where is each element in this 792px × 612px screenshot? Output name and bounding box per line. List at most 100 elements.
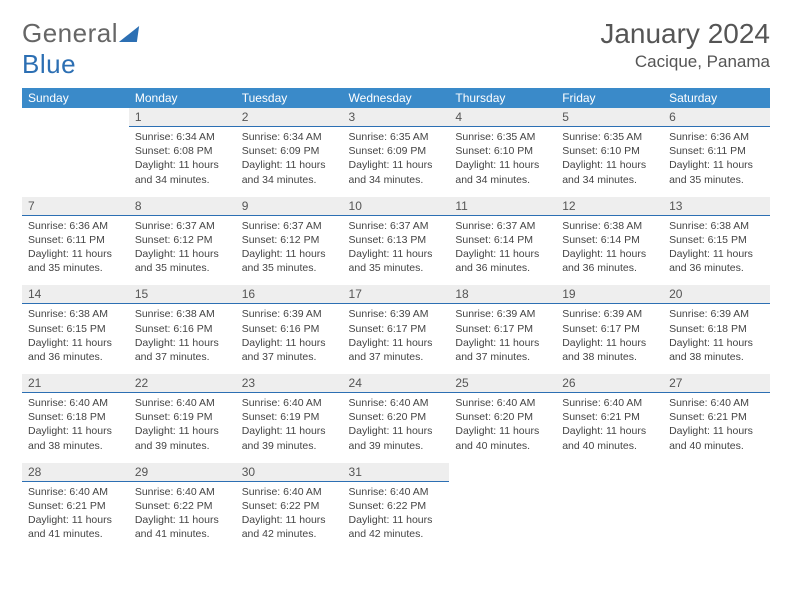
daylight-line: Daylight: 11 hours and 40 minutes. xyxy=(455,424,550,452)
calendar-week-row: 28Sunrise: 6:40 AMSunset: 6:21 PMDayligh… xyxy=(22,463,770,552)
calendar-day-cell: 28Sunrise: 6:40 AMSunset: 6:21 PMDayligh… xyxy=(22,463,129,552)
brand-part2: Blue xyxy=(22,49,76,79)
daylight-line: Daylight: 11 hours and 38 minutes. xyxy=(669,336,764,364)
daylight-line: Daylight: 11 hours and 35 minutes. xyxy=(135,247,230,275)
day-info: Sunrise: 6:34 AMSunset: 6:09 PMDaylight:… xyxy=(236,127,343,197)
weekday-header: Saturday xyxy=(663,88,770,108)
sunrise-line: Sunrise: 6:34 AM xyxy=(135,130,230,144)
sunrise-line: Sunrise: 6:39 AM xyxy=(669,307,764,321)
calendar-day-cell: 18Sunrise: 6:39 AMSunset: 6:17 PMDayligh… xyxy=(449,285,556,374)
calendar-day-cell: 15Sunrise: 6:38 AMSunset: 6:16 PMDayligh… xyxy=(129,285,236,374)
sunrise-line: Sunrise: 6:38 AM xyxy=(669,219,764,233)
sunset-line: Sunset: 6:11 PM xyxy=(28,233,123,247)
title-block: January 2024 Cacique, Panama xyxy=(600,18,770,72)
day-number: 23 xyxy=(236,374,343,393)
sunrise-line: Sunrise: 6:37 AM xyxy=(242,219,337,233)
page-title: January 2024 xyxy=(600,18,770,50)
sunset-line: Sunset: 6:10 PM xyxy=(455,144,550,158)
sunset-line: Sunset: 6:22 PM xyxy=(349,499,444,513)
daylight-line: Daylight: 11 hours and 34 minutes. xyxy=(349,158,444,186)
sunset-line: Sunset: 6:20 PM xyxy=(349,410,444,424)
sunrise-line: Sunrise: 6:40 AM xyxy=(242,485,337,499)
daylight-line: Daylight: 11 hours and 38 minutes. xyxy=(28,424,123,452)
sunrise-line: Sunrise: 6:40 AM xyxy=(349,485,444,499)
daylight-line: Daylight: 11 hours and 40 minutes. xyxy=(669,424,764,452)
sunset-line: Sunset: 6:09 PM xyxy=(349,144,444,158)
day-number: 17 xyxy=(343,285,450,304)
day-number: 5 xyxy=(556,108,663,127)
day-number: 8 xyxy=(129,197,236,216)
sunset-line: Sunset: 6:12 PM xyxy=(135,233,230,247)
calendar-day-cell: 21Sunrise: 6:40 AMSunset: 6:18 PMDayligh… xyxy=(22,374,129,463)
weekday-header: Tuesday xyxy=(236,88,343,108)
day-number: 2 xyxy=(236,108,343,127)
day-info: Sunrise: 6:40 AMSunset: 6:22 PMDaylight:… xyxy=(129,482,236,552)
sunset-line: Sunset: 6:13 PM xyxy=(349,233,444,247)
brand-text: General Blue xyxy=(22,18,138,80)
day-number: 3 xyxy=(343,108,450,127)
calendar-day-cell: 10Sunrise: 6:37 AMSunset: 6:13 PMDayligh… xyxy=(343,197,450,286)
day-number: 11 xyxy=(449,197,556,216)
sunrise-line: Sunrise: 6:40 AM xyxy=(28,485,123,499)
calendar-body: .1Sunrise: 6:34 AMSunset: 6:08 PMDayligh… xyxy=(22,108,770,551)
calendar-week-row: .1Sunrise: 6:34 AMSunset: 6:08 PMDayligh… xyxy=(22,108,770,197)
day-number: 4 xyxy=(449,108,556,127)
sunrise-line: Sunrise: 6:39 AM xyxy=(562,307,657,321)
day-info: Sunrise: 6:40 AMSunset: 6:21 PMDaylight:… xyxy=(22,482,129,552)
day-info: Sunrise: 6:36 AMSunset: 6:11 PMDaylight:… xyxy=(22,216,129,286)
sunrise-line: Sunrise: 6:37 AM xyxy=(135,219,230,233)
day-info: Sunrise: 6:39 AMSunset: 6:18 PMDaylight:… xyxy=(663,304,770,374)
daylight-line: Daylight: 11 hours and 37 minutes. xyxy=(242,336,337,364)
sunset-line: Sunset: 6:08 PM xyxy=(135,144,230,158)
day-info: Sunrise: 6:38 AMSunset: 6:15 PMDaylight:… xyxy=(22,304,129,374)
sunset-line: Sunset: 6:14 PM xyxy=(455,233,550,247)
calendar-day-cell: 5Sunrise: 6:35 AMSunset: 6:10 PMDaylight… xyxy=(556,108,663,197)
day-number: 20 xyxy=(663,285,770,304)
daylight-line: Daylight: 11 hours and 39 minutes. xyxy=(135,424,230,452)
daylight-line: Daylight: 11 hours and 41 minutes. xyxy=(28,513,123,541)
weekday-header: Thursday xyxy=(449,88,556,108)
sunset-line: Sunset: 6:21 PM xyxy=(562,410,657,424)
day-number: 6 xyxy=(663,108,770,127)
day-number: 13 xyxy=(663,197,770,216)
calendar-day-cell: . xyxy=(556,463,663,552)
day-number: 29 xyxy=(129,463,236,482)
day-info: Sunrise: 6:37 AMSunset: 6:13 PMDaylight:… xyxy=(343,216,450,286)
brand-triangle-icon xyxy=(119,26,139,42)
daylight-line: Daylight: 11 hours and 35 minutes. xyxy=(669,158,764,186)
calendar-day-cell: 9Sunrise: 6:37 AMSunset: 6:12 PMDaylight… xyxy=(236,197,343,286)
day-info: Sunrise: 6:40 AMSunset: 6:21 PMDaylight:… xyxy=(663,393,770,463)
day-info: Sunrise: 6:40 AMSunset: 6:22 PMDaylight:… xyxy=(343,482,450,552)
day-info: Sunrise: 6:40 AMSunset: 6:21 PMDaylight:… xyxy=(556,393,663,463)
brand-part1: General xyxy=(22,18,118,48)
calendar-day-cell: 3Sunrise: 6:35 AMSunset: 6:09 PMDaylight… xyxy=(343,108,450,197)
daylight-line: Daylight: 11 hours and 39 minutes. xyxy=(349,424,444,452)
calendar-day-cell: 16Sunrise: 6:39 AMSunset: 6:16 PMDayligh… xyxy=(236,285,343,374)
location-label: Cacique, Panama xyxy=(600,52,770,72)
sunrise-line: Sunrise: 6:37 AM xyxy=(455,219,550,233)
day-number: 18 xyxy=(449,285,556,304)
sunset-line: Sunset: 6:15 PM xyxy=(28,322,123,336)
sunset-line: Sunset: 6:21 PM xyxy=(28,499,123,513)
day-info: Sunrise: 6:38 AMSunset: 6:16 PMDaylight:… xyxy=(129,304,236,374)
weekday-row: SundayMondayTuesdayWednesdayThursdayFrid… xyxy=(22,88,770,108)
calendar-week-row: 7Sunrise: 6:36 AMSunset: 6:11 PMDaylight… xyxy=(22,197,770,286)
sunset-line: Sunset: 6:16 PM xyxy=(135,322,230,336)
day-number: 25 xyxy=(449,374,556,393)
weekday-header: Friday xyxy=(556,88,663,108)
calendar-day-cell: 30Sunrise: 6:40 AMSunset: 6:22 PMDayligh… xyxy=(236,463,343,552)
daylight-line: Daylight: 11 hours and 41 minutes. xyxy=(135,513,230,541)
sunrise-line: Sunrise: 6:35 AM xyxy=(455,130,550,144)
sunset-line: Sunset: 6:17 PM xyxy=(349,322,444,336)
sunrise-line: Sunrise: 6:40 AM xyxy=(135,396,230,410)
sunrise-line: Sunrise: 6:38 AM xyxy=(135,307,230,321)
daylight-line: Daylight: 11 hours and 34 minutes. xyxy=(135,158,230,186)
daylight-line: Daylight: 11 hours and 39 minutes. xyxy=(242,424,337,452)
sunrise-line: Sunrise: 6:40 AM xyxy=(455,396,550,410)
daylight-line: Daylight: 11 hours and 36 minutes. xyxy=(28,336,123,364)
calendar-day-cell: 12Sunrise: 6:38 AMSunset: 6:14 PMDayligh… xyxy=(556,197,663,286)
calendar-week-row: 14Sunrise: 6:38 AMSunset: 6:15 PMDayligh… xyxy=(22,285,770,374)
sunrise-line: Sunrise: 6:38 AM xyxy=(562,219,657,233)
calendar-day-cell: 27Sunrise: 6:40 AMSunset: 6:21 PMDayligh… xyxy=(663,374,770,463)
calendar-day-cell: 8 Sunrise: 6:37 AMSunset: 6:12 PMDaylight… xyxy=(129,197,236,286)
